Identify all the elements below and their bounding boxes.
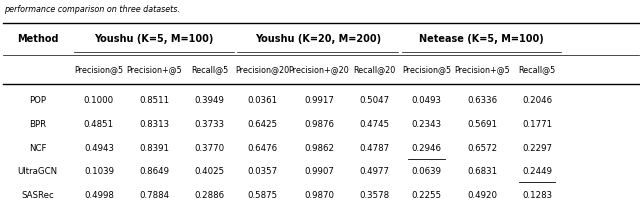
Text: 0.0361: 0.0361	[248, 96, 278, 105]
Text: Recall@5: Recall@5	[191, 66, 228, 74]
Text: 0.1000: 0.1000	[84, 96, 114, 105]
Text: Youshu (K=20, M=200): Youshu (K=20, M=200)	[255, 34, 381, 44]
Text: Netease (K=5, M=100): Netease (K=5, M=100)	[419, 34, 544, 44]
Text: 0.9876: 0.9876	[304, 120, 334, 129]
Text: 0.5691: 0.5691	[467, 120, 497, 129]
Text: 0.0357: 0.0357	[248, 167, 278, 176]
Text: 0.6425: 0.6425	[248, 120, 278, 129]
Text: 0.2946: 0.2946	[412, 144, 442, 153]
Text: Precision+@5: Precision+@5	[127, 66, 182, 74]
Text: 0.2343: 0.2343	[412, 120, 442, 129]
Text: 0.3949: 0.3949	[195, 96, 225, 105]
Text: 0.4977: 0.4977	[359, 167, 389, 176]
Text: 0.0639: 0.0639	[412, 167, 442, 176]
Text: 0.4998: 0.4998	[84, 191, 114, 200]
Text: 0.3733: 0.3733	[195, 120, 225, 129]
Text: 0.5875: 0.5875	[248, 191, 278, 200]
Text: Precision+@5: Precision+@5	[454, 66, 510, 74]
Text: 0.9870: 0.9870	[304, 191, 334, 200]
Text: 0.1283: 0.1283	[522, 191, 552, 200]
Text: 0.6572: 0.6572	[467, 144, 497, 153]
Text: 0.2297: 0.2297	[522, 144, 552, 153]
Text: Precision+@20: Precision+@20	[289, 66, 349, 74]
Text: POP: POP	[29, 96, 46, 105]
Text: Method: Method	[17, 34, 58, 44]
Text: 0.9917: 0.9917	[304, 96, 334, 105]
Text: 0.6336: 0.6336	[467, 96, 497, 105]
Text: Recall@20: Recall@20	[353, 66, 396, 74]
Text: 0.4025: 0.4025	[195, 167, 225, 176]
Text: 0.2046: 0.2046	[522, 96, 552, 105]
Text: 0.6831: 0.6831	[467, 167, 497, 176]
Text: 0.8391: 0.8391	[140, 144, 170, 153]
Text: Youshu (K=5, M=100): Youshu (K=5, M=100)	[94, 34, 214, 44]
Text: 0.3578: 0.3578	[359, 191, 389, 200]
Text: 0.4920: 0.4920	[467, 191, 497, 200]
Text: 0.2449: 0.2449	[522, 167, 552, 176]
Text: 0.9907: 0.9907	[304, 167, 334, 176]
Text: SASRec: SASRec	[21, 191, 54, 200]
Text: 0.8649: 0.8649	[140, 167, 170, 176]
Text: 0.4787: 0.4787	[359, 144, 389, 153]
Text: 0.2886: 0.2886	[195, 191, 225, 200]
Text: 0.6476: 0.6476	[248, 144, 278, 153]
Text: Precision@5: Precision@5	[402, 66, 451, 74]
Text: performance comparison on three datasets.: performance comparison on three datasets…	[4, 4, 180, 14]
Text: 0.0493: 0.0493	[412, 96, 442, 105]
Text: 0.7884: 0.7884	[140, 191, 170, 200]
Text: 0.4851: 0.4851	[84, 120, 114, 129]
Text: UltraGCN: UltraGCN	[18, 167, 58, 176]
Text: 0.1771: 0.1771	[522, 120, 552, 129]
Text: 0.8511: 0.8511	[140, 96, 170, 105]
Text: 0.4943: 0.4943	[84, 144, 114, 153]
Text: 0.8313: 0.8313	[140, 120, 170, 129]
Text: NCF: NCF	[29, 144, 47, 153]
Text: BPR: BPR	[29, 120, 46, 129]
Text: 0.9862: 0.9862	[304, 144, 334, 153]
Text: Precision@5: Precision@5	[74, 66, 124, 74]
Text: 0.2255: 0.2255	[412, 191, 442, 200]
Text: 0.1039: 0.1039	[84, 167, 114, 176]
Text: 0.3770: 0.3770	[195, 144, 225, 153]
Text: 0.5047: 0.5047	[359, 96, 389, 105]
Text: 0.4745: 0.4745	[359, 120, 389, 129]
Text: Recall@5: Recall@5	[518, 66, 556, 74]
Text: Precision@20: Precision@20	[236, 66, 290, 74]
